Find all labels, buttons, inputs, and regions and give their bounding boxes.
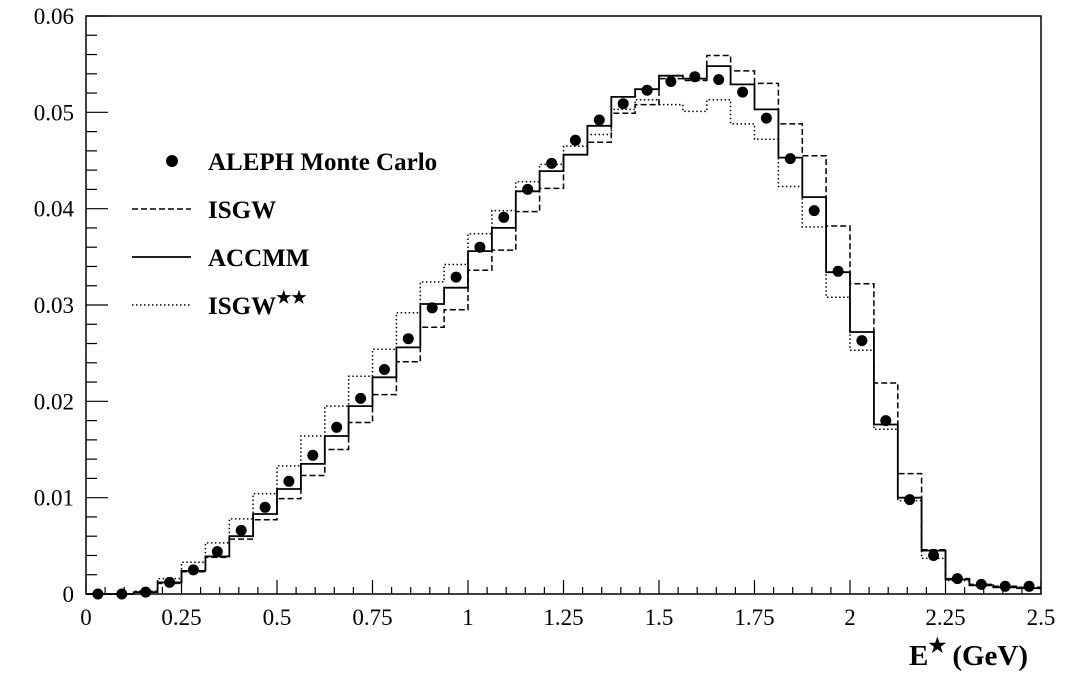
data-point [92, 588, 104, 600]
data-point [331, 421, 343, 433]
x-tick-label: 2.5 [1027, 605, 1056, 630]
data-point [498, 211, 510, 223]
x-tick-label: 1.5 [645, 605, 674, 630]
aleph-monte-carlo-markers [92, 71, 1035, 600]
data-point [164, 576, 176, 588]
x-tick-label: 2 [844, 605, 856, 630]
y-tick-label: 0.03 [34, 293, 74, 318]
x-tick-label: 0.5 [263, 605, 292, 630]
data-point [569, 134, 581, 146]
data-point [1023, 580, 1035, 592]
data-point [259, 501, 271, 513]
x-axis-title-main: E [909, 640, 928, 672]
legend-label-isgw: ISGW [208, 197, 276, 224]
data-point [975, 578, 987, 590]
data-point [904, 494, 916, 506]
legend-label-isgw-starstar-sup: ★★ [276, 288, 307, 307]
data-point [546, 157, 558, 169]
accmm-histogram [86, 65, 1041, 595]
x-tick-label: 1.25 [543, 605, 583, 630]
data-point [737, 86, 749, 98]
legend: ALEPH Monte Carlo ISGW ACCMM ISGW★★ [132, 149, 437, 320]
series-histograms [86, 54, 1041, 595]
data-point [665, 76, 677, 87]
tick-labels: 0 0.25 0.5 0.75 1 1.25 1.5 1.75 2 2.25 2.5 0 0.01 0.0… [34, 4, 1056, 630]
y-tick-label: 0 [63, 582, 75, 607]
legend-marker-aleph [166, 155, 178, 167]
data-point [378, 364, 390, 375]
data-point [999, 580, 1011, 592]
x-tick-label: 0 [80, 605, 92, 630]
data-point [928, 550, 940, 561]
data-point [593, 114, 605, 126]
data-point [235, 524, 247, 536]
y-tick-label: 0.06 [34, 4, 74, 29]
data-point [187, 564, 199, 576]
data-point [880, 415, 892, 427]
legend-label-accmm: ACCMM [208, 245, 309, 272]
data-point [140, 586, 152, 598]
x-tick-label: 1.75 [734, 605, 774, 630]
data-point [450, 271, 462, 283]
data-point [116, 588, 128, 600]
data-point [689, 71, 701, 83]
x-tick-label: 0.25 [161, 605, 201, 630]
data-point [617, 98, 629, 110]
data-point [522, 183, 534, 195]
data-point [808, 205, 820, 217]
data-point [951, 573, 963, 585]
data-point [211, 546, 223, 558]
y-tick-label: 0.04 [34, 197, 75, 222]
legend-label-isgw-starstar-name: ISGW [208, 293, 276, 320]
data-point [760, 112, 772, 124]
x-axis-title-unit: (GeV) [952, 640, 1028, 672]
isgw-histogram [86, 54, 1041, 595]
x-axis-title: E★ (GeV) [909, 635, 1028, 672]
x-tick-label: 1 [462, 605, 474, 630]
y-tick-label: 0.05 [34, 100, 74, 125]
y-tick-label: 0.01 [34, 486, 74, 511]
y-tick-label: 0.02 [34, 389, 74, 414]
data-point [474, 241, 486, 253]
legend-label-aleph: ALEPH Monte Carlo [208, 149, 437, 176]
data-point [307, 449, 319, 461]
data-point [283, 475, 295, 487]
data-point [641, 84, 653, 96]
data-point [426, 302, 438, 314]
isgw-starstar-histogram [86, 99, 1041, 595]
legend-label-isgw-starstar: ISGW★★ [208, 288, 307, 320]
data-point [832, 265, 844, 277]
x-tick-label: 0.75 [352, 605, 392, 630]
data-point [713, 74, 725, 86]
data-point [856, 335, 868, 347]
x-axis-title-sup: ★ [928, 635, 946, 657]
data-point [784, 153, 796, 165]
x-tick-label: 2.25 [925, 605, 965, 630]
data-point [355, 392, 367, 404]
data-point [402, 333, 414, 345]
